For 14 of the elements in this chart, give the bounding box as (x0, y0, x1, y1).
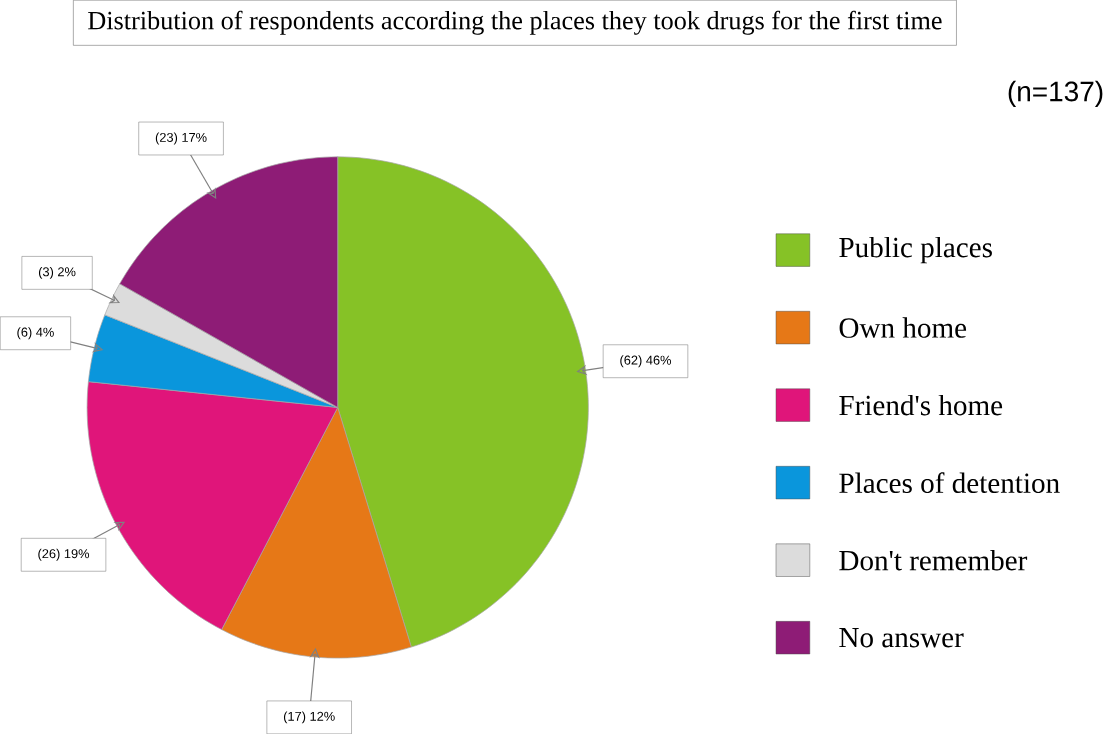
data-label: (62) 46% (620, 355, 672, 368)
data-label: (6) 4% (17, 327, 54, 340)
legend-label: Places of detention (839, 472, 1060, 494)
chart-title: Distribution of respondents according the places they took drugs for the first time (88, 10, 942, 35)
legend-label: Friend's home (839, 394, 1003, 416)
text: (n=137) (1008, 80, 1103, 107)
legend-label: Own home (839, 317, 967, 338)
data-label: (23) 17% (155, 132, 207, 145)
data-label: (17) 12% (283, 711, 335, 724)
legend-label: Public places (839, 236, 992, 264)
data-label: (3) 2% (38, 266, 76, 279)
data-label: (26) 19% (38, 548, 90, 561)
legend-label: Don't remember (839, 549, 1028, 571)
legend-label: No answer (839, 627, 964, 648)
